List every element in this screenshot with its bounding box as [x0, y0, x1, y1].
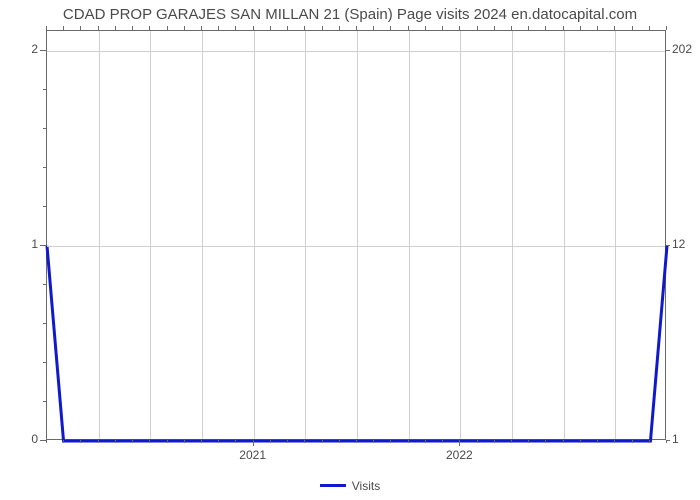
- legend: Visits: [0, 474, 700, 493]
- legend-label: Visits: [352, 479, 380, 493]
- y-axis-label-right: 202: [672, 42, 696, 56]
- x-axis-label: 2022: [446, 448, 473, 462]
- y-axis-label-left: 2: [14, 42, 38, 56]
- x-axis-label: 2021: [239, 448, 266, 462]
- legend-swatch: [320, 484, 346, 487]
- y-axis-label-left: 0: [14, 432, 38, 446]
- chart-container: CDAD PROP GARAJES SAN MILLAN 21 (Spain) …: [0, 0, 700, 500]
- y-axis-label-right: 12: [672, 237, 696, 251]
- plot-area: [46, 30, 666, 440]
- chart-title: CDAD PROP GARAJES SAN MILLAN 21 (Spain) …: [0, 6, 700, 23]
- y-axis-label-left: 1: [14, 237, 38, 251]
- y-axis-label-right: 1: [672, 432, 696, 446]
- legend-item-visits: Visits: [320, 479, 380, 493]
